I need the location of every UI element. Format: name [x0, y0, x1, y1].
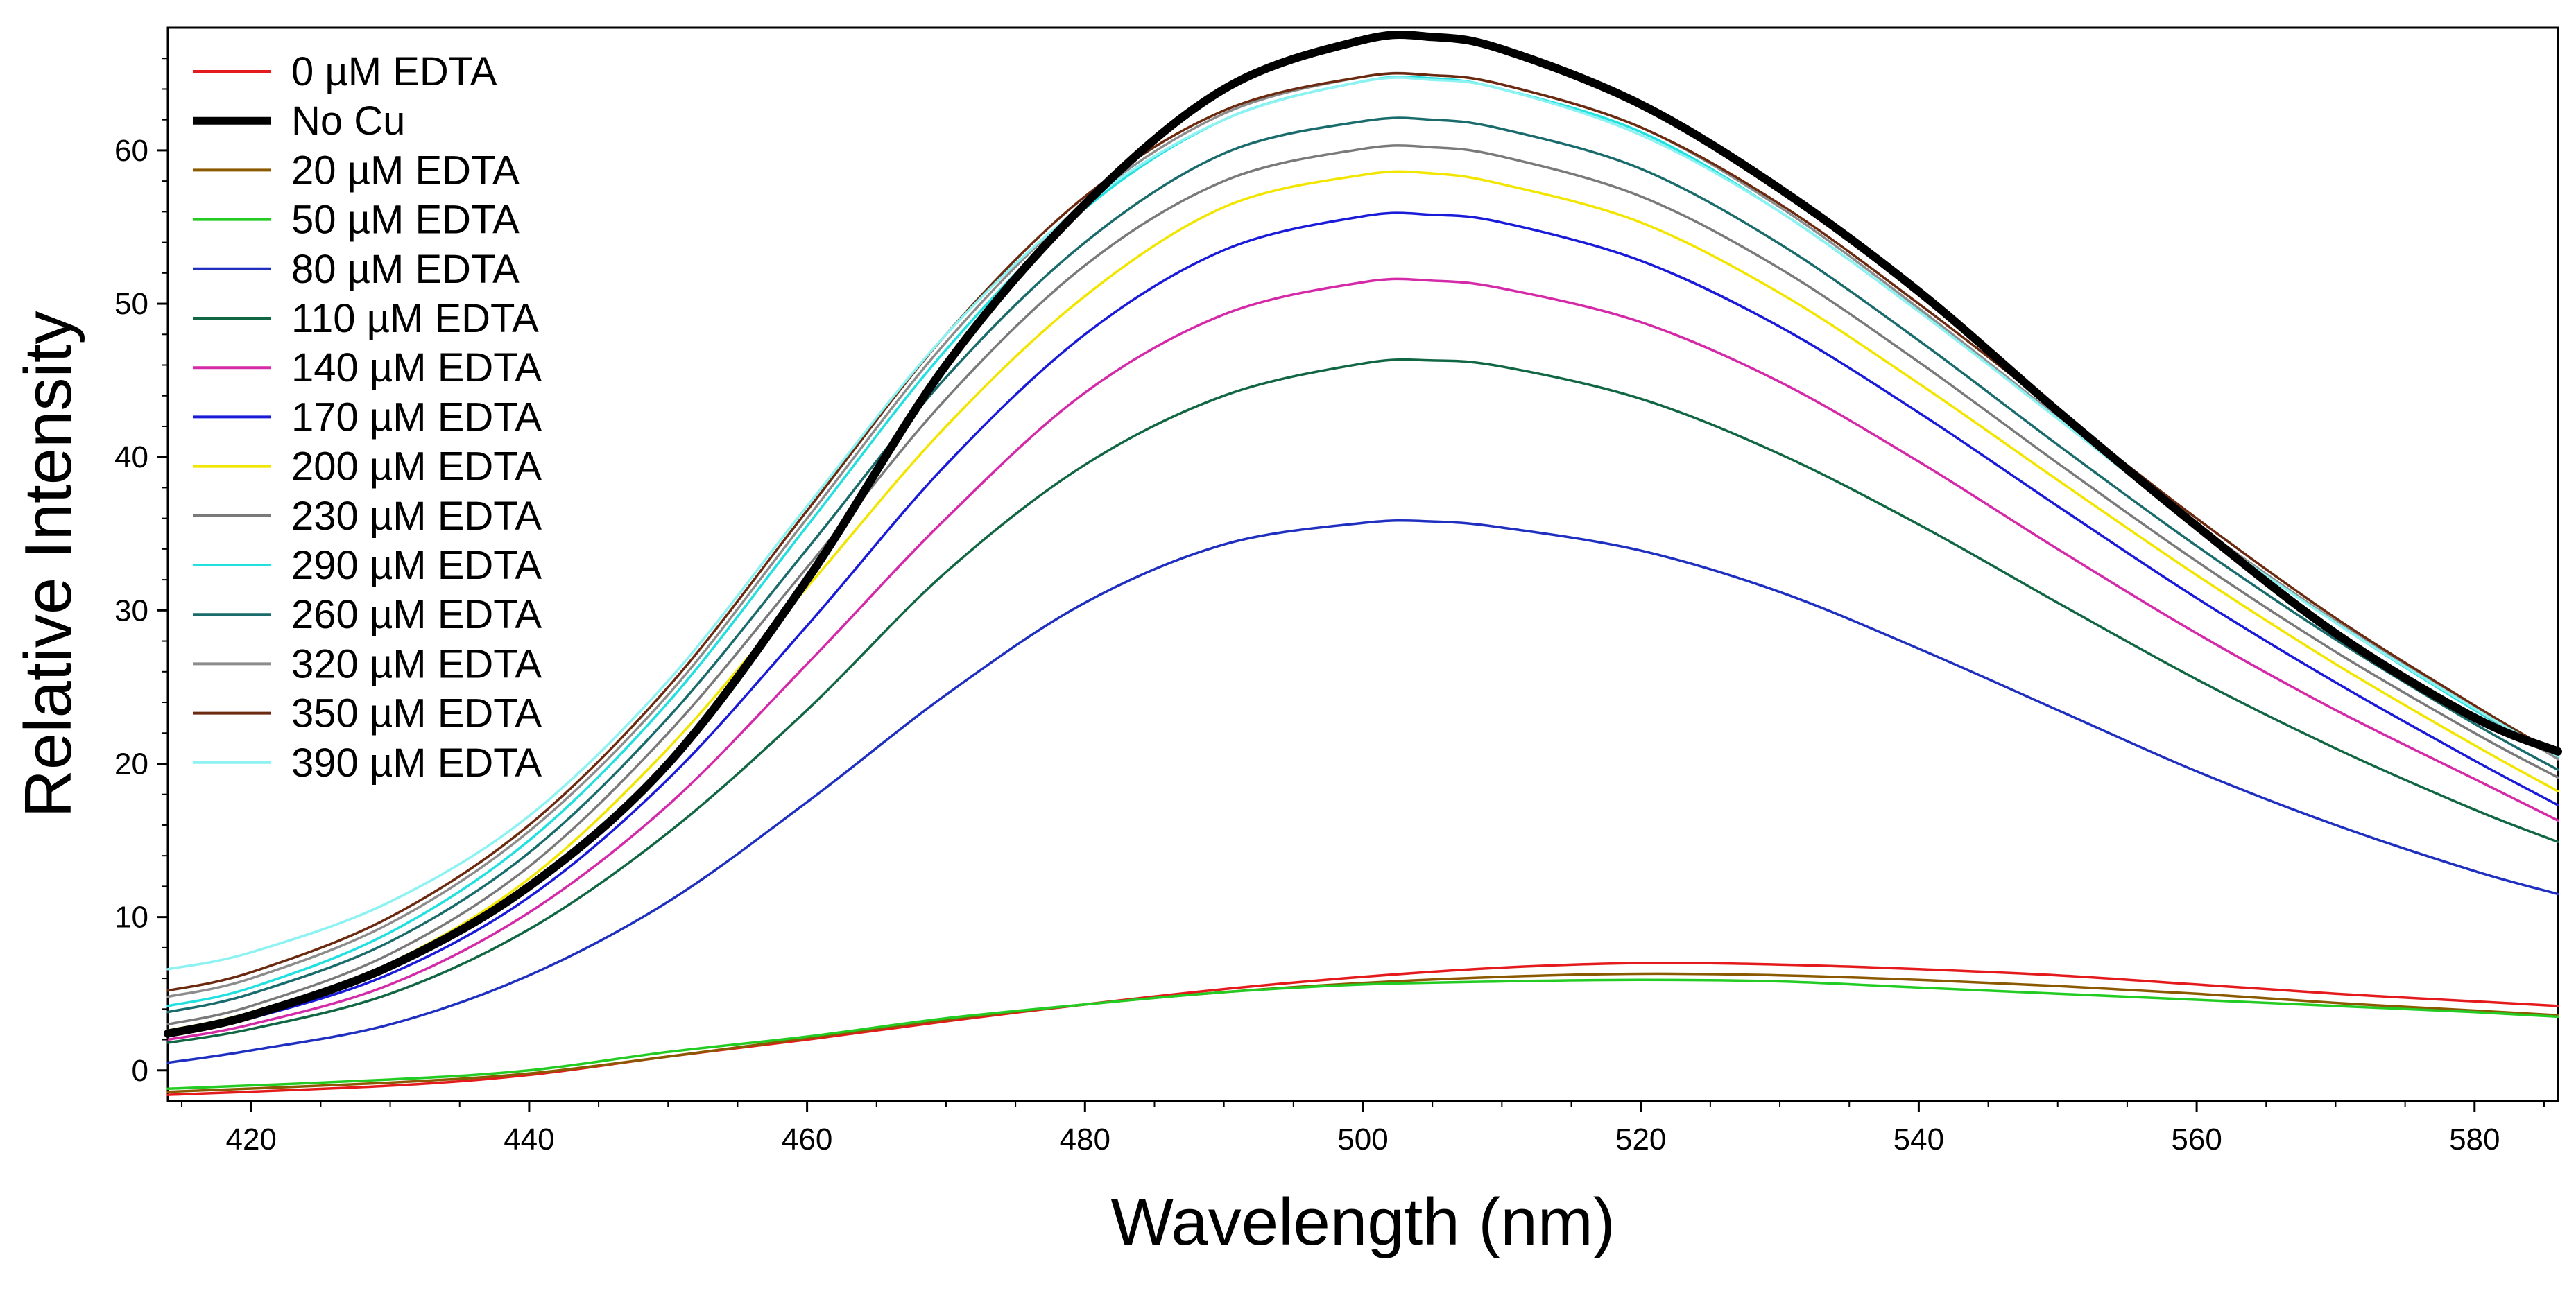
- legend-label-1: No Cu: [291, 98, 405, 144]
- x-tick-label: 480: [1060, 1123, 1110, 1156]
- legend-label-2: 20 µM EDTA: [291, 148, 520, 193]
- x-tick-label: 520: [1615, 1123, 1666, 1156]
- series-line-6: [166, 277, 2559, 1041]
- y-tick-label: 50: [114, 287, 148, 321]
- legend-label-3: 50 µM EDTA: [291, 198, 520, 243]
- series-line-4: [166, 519, 2559, 1064]
- series-line-2: [166, 972, 2559, 1093]
- series-line-13: [166, 72, 2559, 992]
- y-axis: 0 10 20 30 40 50 60: [114, 58, 168, 1088]
- legend-label-14: 390 µM EDTA: [291, 740, 542, 786]
- legend-label-7: 170 µM EDTA: [291, 395, 542, 440]
- series-layer: [164, 30, 2562, 1096]
- legend-label-11: 260 µM EDTA: [291, 592, 542, 637]
- legend-label-5: 110 µM EDTA: [291, 296, 539, 341]
- series-line-9: [166, 144, 2559, 1026]
- y-tick-label: 10: [114, 901, 148, 935]
- legend-label-4: 80 µM EDTA: [291, 247, 520, 292]
- y-tick-label: 60: [114, 134, 148, 168]
- x-axis-title: Wavelength (nm): [1110, 1185, 1615, 1259]
- y-tick-label: 30: [114, 593, 148, 627]
- y-tick-label: 0: [132, 1054, 148, 1088]
- x-tick-label: 440: [504, 1123, 554, 1156]
- series-line-1: [164, 30, 2562, 1038]
- series-line-7: [166, 211, 2559, 1037]
- y-tick-label: 20: [114, 747, 148, 781]
- series-line-5: [166, 358, 2559, 1044]
- x-tick-label: 460: [782, 1123, 832, 1156]
- x-tick-label: 580: [2449, 1123, 2500, 1156]
- legend-label-8: 200 µM EDTA: [291, 444, 542, 489]
- series-line-8: [166, 170, 2559, 1032]
- x-tick-label: 540: [1894, 1123, 1944, 1156]
- legend-label-13: 350 µM EDTA: [291, 691, 542, 736]
- series-line-11: [166, 116, 2559, 1014]
- x-axis: 420 440 460 480 500 520 540 560 580: [181, 1101, 2545, 1156]
- x-tick-label: 560: [2171, 1123, 2222, 1156]
- legend-label-9: 230 µM EDTA: [291, 494, 542, 539]
- y-tick-label: 40: [114, 440, 148, 474]
- legend-label-6: 140 µM EDTA: [291, 345, 542, 390]
- x-tick-label: 420: [225, 1123, 276, 1156]
- series-line-3: [166, 978, 2559, 1091]
- legend-label-10: 290 µM EDTA: [291, 543, 542, 588]
- legend-label-0: 0 µM EDTA: [291, 49, 497, 94]
- x-tick-label: 500: [1337, 1123, 1388, 1156]
- y-axis-title: Relative Intensity: [11, 311, 85, 817]
- legend-label-12: 320 µM EDTA: [291, 641, 542, 686]
- plot-area: [166, 26, 2559, 1102]
